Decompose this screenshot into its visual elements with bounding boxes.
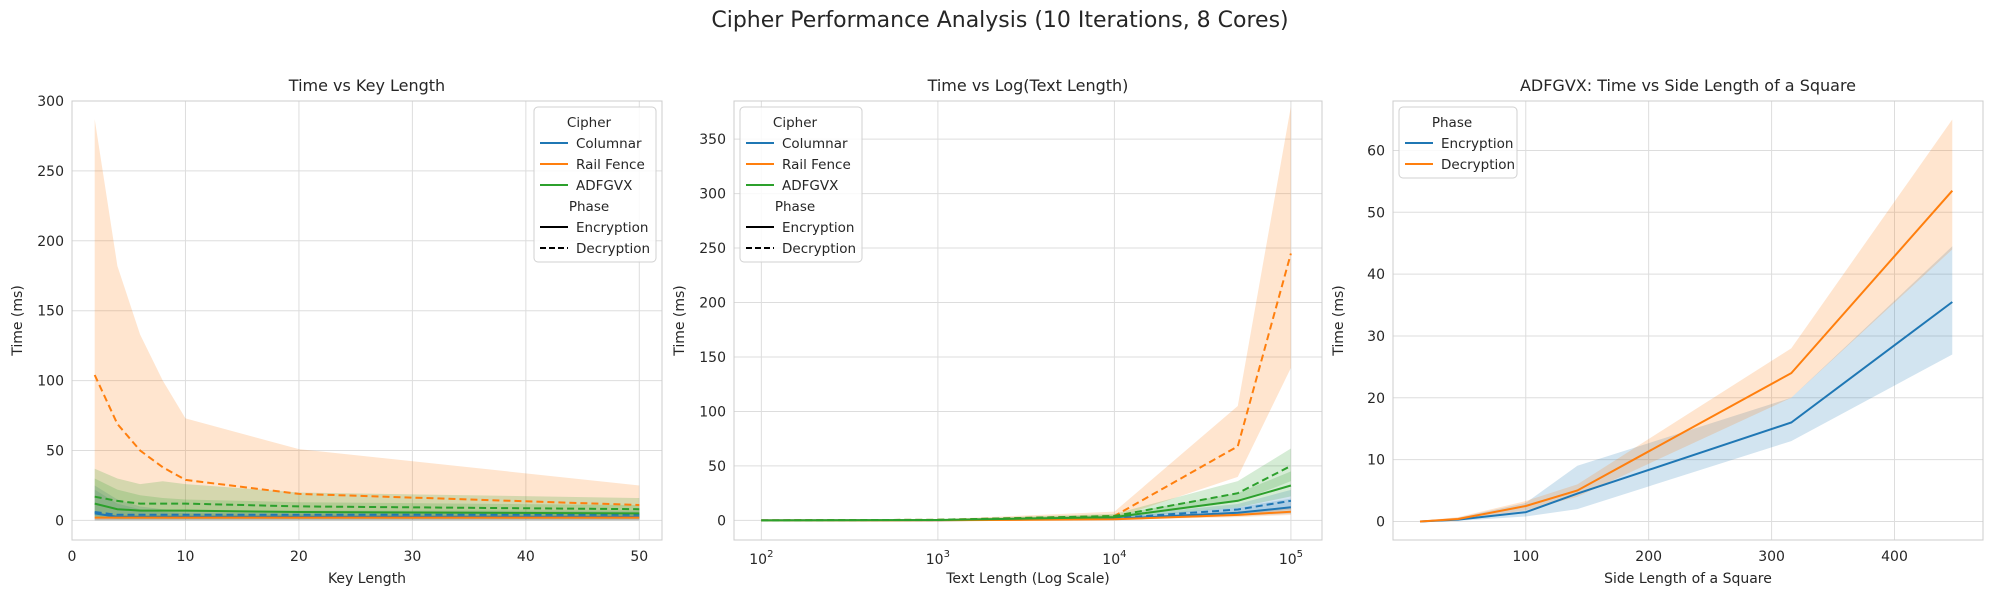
x-axis-label: Key Length	[328, 571, 406, 587]
x-axis-label: Text Length (Log Scale)	[945, 571, 1110, 587]
x-tick-label: 400	[1881, 549, 1908, 565]
x-tick-label: 200	[1635, 549, 1662, 565]
x-axis-label: Side Length of a Square	[1604, 571, 1772, 587]
series-lines	[93, 374, 640, 519]
legend-label-decryption: Decryption	[1441, 157, 1515, 173]
y-tick-label: 250	[699, 241, 726, 257]
x-tick-label: 0	[68, 549, 77, 565]
ci-band-columnar-decryption	[761, 489, 1291, 521]
y-tick-label: 60	[1367, 143, 1385, 159]
legend-box	[533, 106, 657, 263]
chart-panel-2: 102 103 104 105 0 50 100 150 200 250 300 350 Time vs…	[672, 76, 1323, 587]
series-lines	[1419, 190, 1954, 523]
legend-label-encryption: Encryption	[576, 220, 648, 236]
legend-label-rail-fence: Rail Fence	[782, 157, 851, 173]
legend-label-adfgvx: ADFGVX	[782, 178, 838, 194]
confidence-bands	[1420, 119, 1953, 522]
legend-group-title: Phase	[775, 199, 815, 215]
ci-band-rail-fence-decryption	[94, 119, 640, 518]
ci-band-encryption	[1420, 246, 1953, 522]
legend-group-title: Phase	[1432, 115, 1472, 131]
y-tick-label: 100	[699, 404, 726, 420]
legend-label-columnar: Columnar	[782, 136, 848, 152]
chart-title: Time vs Key Length	[288, 76, 445, 95]
y-tick-label: 30	[1367, 329, 1385, 345]
y-tick-label: 100	[37, 374, 64, 390]
y-tick-label: 40	[1367, 267, 1385, 283]
series-line-adfgvx-encryption	[761, 484, 1292, 522]
x-tick-label: 300	[1758, 549, 1785, 565]
legend-label-adfgvx: ADFGVX	[576, 178, 632, 194]
y-tick-label: 150	[37, 304, 64, 320]
plot-frame	[1392, 100, 1984, 541]
chart-panel-3: 100 200 300 400 0 10 20 30 40 50 60 ADFGVX: Time vs…	[1331, 76, 1984, 587]
y-tick-label: 300	[37, 94, 64, 110]
y-tick-label: 200	[37, 234, 64, 250]
legend-label-columnar: Columnar	[576, 136, 642, 152]
y-tick-label: 250	[37, 164, 64, 180]
x-tick-label: 10	[177, 549, 195, 565]
chart-panel-1: 0 10 20 30 40 50 0 50 100 150 200 250 300 Time vs Key…	[10, 76, 663, 587]
x-tick-label: 102	[749, 549, 773, 568]
legend-label-decryption: Decryption	[576, 241, 650, 257]
y-tick-label: 50	[708, 459, 726, 475]
legend-group-title: Cipher	[567, 115, 612, 131]
legend-label-encryption: Encryption	[1441, 136, 1513, 152]
y-tick-label: 0	[1376, 514, 1385, 530]
y-tick-label: 0	[55, 513, 64, 529]
series-line-decryption	[1419, 190, 1954, 523]
y-axis-label: Time (ms)	[10, 285, 26, 357]
x-tick-label: 100	[1512, 549, 1539, 565]
chart-title: Time vs Log(Text Length)	[927, 76, 1129, 95]
y-tick-label: 50	[1367, 205, 1385, 221]
x-tick-label: 50	[630, 549, 648, 565]
x-tick-label: 104	[1102, 549, 1126, 568]
legend: Phase Encryption Decryption	[1398, 106, 1518, 179]
y-tick-label: 50	[46, 444, 64, 460]
x-tick-label: 20	[290, 549, 308, 565]
plot-frame	[71, 100, 663, 541]
series-line-columnar-decryption	[94, 511, 640, 516]
series-line-rail-fence-decryption	[93, 374, 640, 506]
series-line-adfgvx-encryption	[94, 502, 640, 515]
legend: Cipher Columnar Rail Fence ADFGVX Phase Encry…	[533, 106, 657, 263]
y-axis-label: Time (ms)	[1331, 285, 1347, 357]
series-line-adfgvx-decryption	[761, 465, 1292, 522]
plot-frame	[733, 100, 1323, 541]
y-tick-label: 200	[699, 296, 726, 312]
legend-group-title: Phase	[569, 199, 609, 215]
series-line-adfgvx-decryption	[94, 495, 640, 511]
series-line-columnar-decryption	[761, 499, 1292, 522]
x-tick-label: 40	[517, 549, 535, 565]
chart-title: ADFGVX: Time vs Side Length of a Square	[1520, 76, 1856, 95]
legend-box	[1398, 106, 1518, 179]
legend-group-title: Cipher	[773, 115, 818, 131]
y-tick-label: 350	[699, 132, 726, 148]
figure-title: Cipher Performance Analysis (10 Iteratio…	[711, 8, 1289, 33]
x-tick-label: 105	[1279, 549, 1303, 568]
legend-label-encryption: Encryption	[782, 220, 854, 236]
y-tick-label: 10	[1367, 453, 1385, 469]
y-axis-label: Time (ms)	[672, 285, 688, 357]
y-tick-label: 20	[1367, 391, 1385, 407]
ci-band-adfgvx-decryption	[761, 448, 1291, 521]
legend-label-decryption: Decryption	[782, 241, 856, 257]
legend-box	[739, 106, 863, 263]
legend: Cipher Columnar Rail Fence ADFGVX Phase Encry…	[739, 106, 863, 263]
ci-band-decryption	[1420, 119, 1953, 522]
x-tick-label: 103	[926, 549, 950, 568]
legend-label-rail-fence: Rail Fence	[576, 157, 645, 173]
y-tick-label: 300	[699, 187, 726, 203]
y-tick-label: 150	[699, 350, 726, 366]
series-lines	[761, 253, 1292, 522]
grid	[1393, 101, 1983, 540]
x-tick-label: 30	[403, 549, 421, 565]
y-tick-label: 0	[717, 513, 726, 529]
